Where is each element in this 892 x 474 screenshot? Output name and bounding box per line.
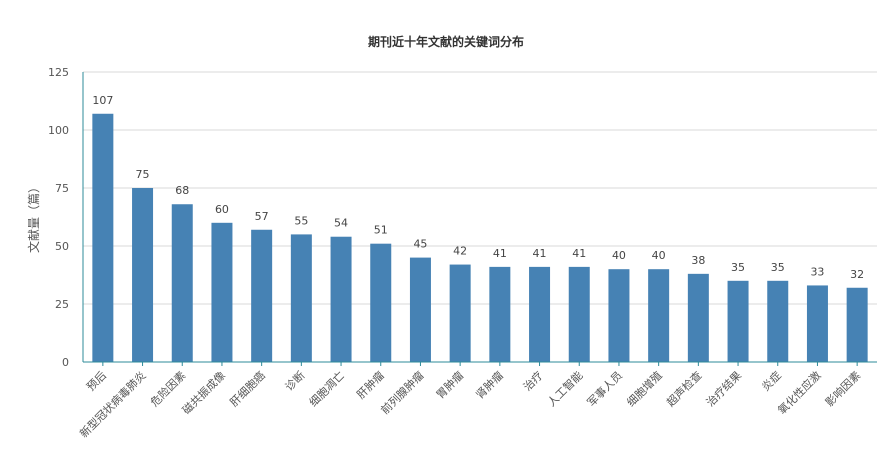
data-label: 54 bbox=[334, 217, 348, 230]
bar bbox=[727, 280, 749, 362]
x-tick-label: 影响因素 bbox=[823, 369, 863, 409]
data-label: 33 bbox=[810, 265, 824, 278]
data-label: 35 bbox=[771, 261, 785, 274]
data-label: 51 bbox=[374, 224, 388, 237]
data-label: 41 bbox=[533, 247, 547, 260]
data-label: 75 bbox=[136, 168, 150, 181]
bar bbox=[251, 229, 273, 362]
bar bbox=[608, 269, 630, 362]
y-axis-title: 文献量（篇） bbox=[26, 181, 41, 253]
x-tick-label: 炎症 bbox=[758, 368, 783, 393]
x-tick-label: 军事人员 bbox=[585, 369, 625, 409]
data-label: 42 bbox=[453, 245, 467, 258]
data-label: 55 bbox=[294, 214, 308, 227]
chart-title: 期刊近十年文献的关键词分布 bbox=[367, 35, 524, 49]
data-label: 35 bbox=[731, 261, 745, 274]
bar bbox=[846, 287, 868, 362]
bar bbox=[409, 257, 431, 362]
bar bbox=[529, 266, 551, 362]
bar bbox=[171, 204, 193, 362]
x-tick-label: 肾肿瘤 bbox=[473, 368, 506, 401]
bar bbox=[767, 280, 789, 362]
y-tick-label: 125 bbox=[48, 66, 69, 79]
bar bbox=[687, 273, 709, 362]
y-tick-label: 75 bbox=[55, 182, 69, 195]
x-tick-label: 新型冠状病毒肺炎 bbox=[77, 368, 149, 440]
data-label: 32 bbox=[850, 268, 864, 281]
x-tick-label: 治疗 bbox=[520, 368, 545, 393]
x-tick-label: 肝肿瘤 bbox=[354, 368, 387, 401]
bars bbox=[92, 113, 868, 362]
x-tick-label: 氧化性应激 bbox=[775, 368, 824, 417]
bar bbox=[370, 243, 392, 362]
gridlines bbox=[83, 71, 877, 305]
x-tick-label: 超声检查 bbox=[663, 368, 704, 409]
x-tick-label: 预后 bbox=[84, 369, 109, 394]
data-label: 57 bbox=[255, 210, 269, 223]
bar bbox=[489, 266, 511, 362]
x-tick-label: 人工智能 bbox=[544, 368, 585, 409]
bar bbox=[449, 264, 471, 362]
data-label: 41 bbox=[493, 247, 507, 260]
bar bbox=[568, 266, 590, 362]
x-tick-label: 诊断 bbox=[282, 368, 307, 393]
y-tick-label: 0 bbox=[62, 356, 69, 369]
x-tick-label: 前列腺肿瘤 bbox=[378, 368, 427, 417]
x-tick-label: 细胞凋亡 bbox=[306, 368, 347, 409]
data-label: 40 bbox=[612, 249, 626, 262]
x-tick-label: 治疗结果 bbox=[703, 368, 744, 409]
data-label: 40 bbox=[652, 249, 666, 262]
y-tick-label: 50 bbox=[55, 240, 69, 253]
data-label: 45 bbox=[413, 238, 427, 251]
bar bbox=[806, 285, 828, 362]
data-label: 41 bbox=[572, 247, 586, 260]
y-tick-label: 25 bbox=[55, 298, 69, 311]
data-label: 68 bbox=[175, 184, 189, 197]
data-label: 60 bbox=[215, 203, 229, 216]
axes bbox=[82, 72, 877, 366]
data-label: 38 bbox=[691, 254, 705, 267]
x-tick-label: 胃肿瘤 bbox=[433, 368, 466, 401]
bar bbox=[132, 188, 154, 362]
bar bbox=[290, 234, 312, 362]
x-tick-label: 磁共振成像 bbox=[179, 368, 228, 417]
bar bbox=[330, 236, 352, 362]
x-tick-label: 危险因素 bbox=[147, 368, 188, 409]
x-tick-label: 肝细胞癌 bbox=[227, 368, 268, 409]
bar bbox=[92, 113, 114, 362]
y-tick-label: 100 bbox=[48, 124, 69, 137]
bar bbox=[211, 222, 233, 362]
x-tick-label: 细胞增殖 bbox=[624, 368, 665, 409]
bar bbox=[648, 269, 670, 362]
data-label: 107 bbox=[92, 94, 113, 107]
